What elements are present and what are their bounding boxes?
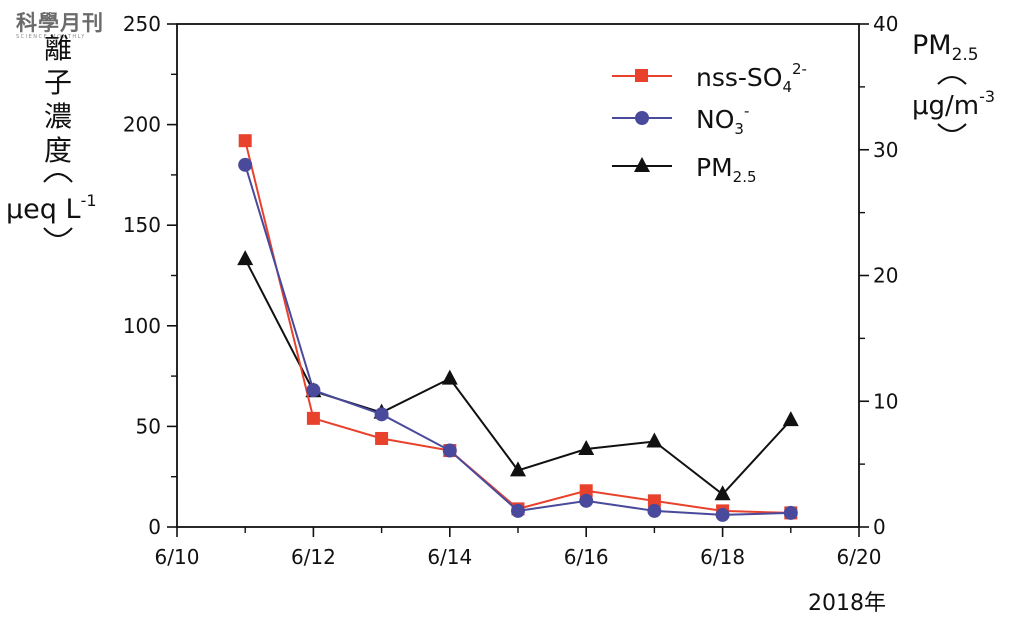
point-pm-8 [782, 411, 799, 427]
y-left-tick-label-5: 250 [123, 12, 161, 36]
y-right-title: PM2.5 [912, 30, 979, 65]
point-pm-5 [578, 440, 595, 456]
point-nss-2 [375, 431, 389, 445]
y-left-unit: μeq L-1 [6, 191, 97, 225]
point-no3-5 [579, 493, 594, 508]
y-left-char-4: 度 [44, 134, 72, 167]
y-left-paren-open [43, 173, 73, 183]
legend-item-pm: PM2.5 [612, 153, 757, 186]
point-no3-2 [374, 407, 389, 422]
tick-marks [167, 23, 869, 537]
y-right-tick-label-0: 0 [873, 515, 886, 539]
x-tick-label-2: 6/14 [427, 545, 472, 569]
y-right-axis-label: PM2.5 μg/m-3 [912, 30, 995, 132]
legend-marker-pm [634, 157, 650, 172]
y-right-tick-label-2: 20 [873, 264, 898, 288]
point-no3-6 [647, 503, 662, 518]
series-layer [237, 134, 799, 522]
y-left-tick-label-1: 50 [136, 414, 161, 438]
legend-label-no3: NO3- [696, 102, 749, 138]
point-nss-5 [579, 484, 593, 498]
tick-labels: 6/10 6/12 6/14 6/16 6/18 6/20 0 50 100 150 200 250 0… [123, 12, 899, 569]
point-pm-0 [237, 250, 254, 266]
legend-label-nss: nss-SO42- [696, 60, 807, 96]
y-left-axis-label: 離 子 濃 度 μeq L-1 [6, 32, 97, 237]
y-left-char-3: 濃 [44, 100, 72, 133]
y-right-paren-open [937, 76, 967, 85]
legend-marker-no3 [635, 111, 649, 125]
x-tick-label-4: 6/18 [700, 545, 745, 569]
point-no3-3 [442, 443, 457, 458]
logo-subtitle: SCIENCE MONTHLY [16, 34, 86, 40]
x-tick-label-0: 6/10 [155, 545, 200, 569]
y-left-tick-label-3: 150 [123, 213, 161, 237]
series-line-pm [244, 258, 792, 496]
point-nss-6 [647, 494, 661, 508]
y-left-char-1: 離 [44, 32, 72, 65]
legend-marker-nss [635, 69, 648, 82]
y-right-tick-label-4: 40 [873, 12, 898, 36]
point-pm-6 [646, 432, 663, 448]
logo: 科學月刊 SCIENCE MONTHLY [16, 10, 104, 41]
y-right-unit: μg/m-3 [912, 87, 995, 121]
y-right-tick-label-1: 10 [873, 389, 898, 413]
point-pm-7 [714, 485, 731, 501]
point-pm-4 [510, 461, 526, 477]
point-pm-3 [441, 369, 458, 385]
logo-title: 科學月刊 [16, 10, 104, 35]
point-no3-1 [306, 383, 321, 398]
y-right-paren-close [937, 123, 967, 132]
point-no3-7 [715, 507, 730, 522]
x-year-label: 2018年 [808, 591, 886, 616]
point-no3-0 [238, 157, 253, 172]
legend-label-pm: PM2.5 [696, 153, 757, 186]
y-right-tick-label-3: 30 [873, 138, 898, 162]
point-nss-0 [238, 134, 252, 148]
point-nss-1 [306, 411, 320, 425]
x-tick-label-5: 6/20 [837, 545, 882, 569]
legend-item-no3: NO3- [612, 102, 749, 138]
legend: nss-SO42- NO3- PM2.5 [612, 60, 807, 186]
x-tick-label-3: 6/16 [564, 545, 609, 569]
y-left-tick-label-2: 100 [123, 314, 161, 338]
y-left-tick-label-0: 0 [148, 515, 161, 539]
legend-item-nss: nss-SO42- [612, 60, 807, 96]
y-left-char-2: 子 [44, 66, 72, 99]
x-tick-label-1: 6/12 [291, 545, 336, 569]
series-line-nss [244, 140, 791, 514]
point-no3-8 [783, 505, 798, 520]
y-left-paren-close [43, 227, 73, 237]
point-no3-4 [511, 503, 525, 518]
y-left-tick-label-4: 200 [123, 113, 161, 137]
